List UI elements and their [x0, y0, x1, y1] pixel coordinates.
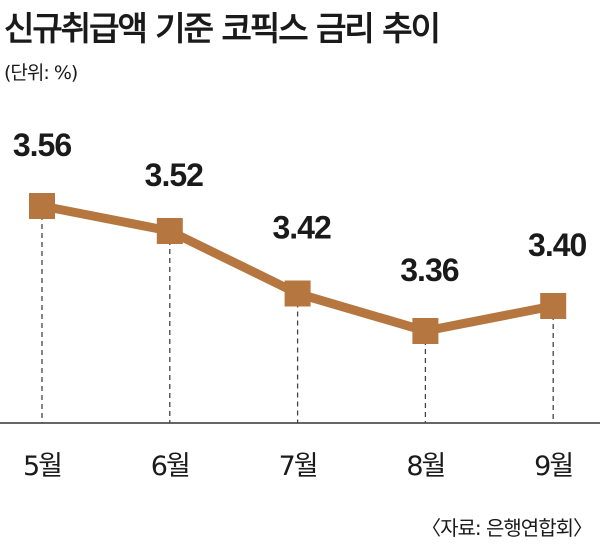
- data-label: 3.56: [13, 127, 71, 163]
- x-tick-label: 6월: [151, 451, 189, 482]
- data-point: [29, 193, 55, 219]
- unit-label: (단위: %): [4, 62, 78, 84]
- data-point: [412, 318, 439, 344]
- data-label: 3.42: [272, 210, 330, 246]
- data-point: [156, 218, 183, 244]
- x-tick-label: 9월: [534, 451, 572, 482]
- x-tick-label: 8월: [406, 451, 444, 482]
- x-tick-label: 7월: [279, 451, 317, 482]
- data-label: 3.36: [400, 252, 458, 288]
- source-note: 〈자료: 은행연합회〉: [421, 516, 593, 540]
- x-tick-label: 5월: [23, 451, 61, 482]
- data-point: [540, 293, 567, 319]
- data-label: 3.40: [528, 227, 586, 263]
- chart-title: 신규취급액 기준 코픽스 금리 추이: [4, 9, 441, 48]
- data-point: [284, 280, 311, 307]
- data-label: 3.52: [145, 157, 203, 193]
